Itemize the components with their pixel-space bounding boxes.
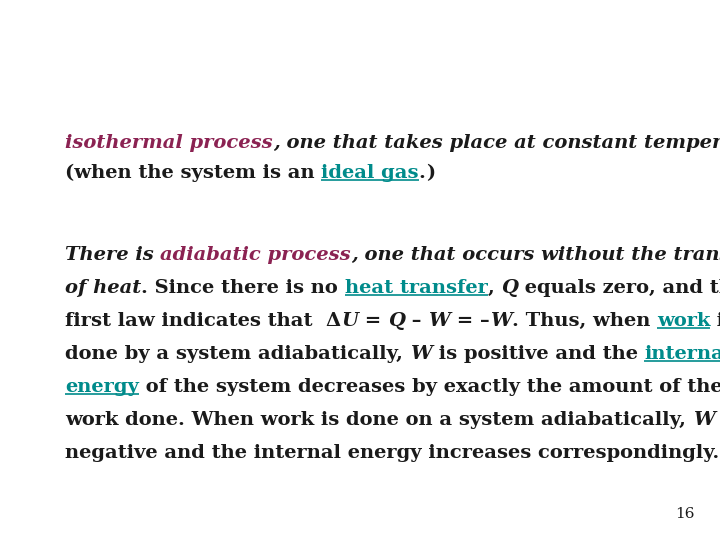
Text: work: work [657,312,710,330]
Text: internal: internal [644,345,720,363]
Text: W: W [410,345,431,363]
Text: , one that occurs without the transfer: , one that occurs without the transfer [351,246,720,264]
Text: W: W [490,312,512,330]
Text: first law indicates that  Δ: first law indicates that Δ [65,312,341,330]
Text: (when the system is an: (when the system is an [65,164,321,182]
Text: =: = [358,312,388,330]
Text: = –: = – [450,312,490,330]
Text: isothermal process: isothermal process [65,134,273,152]
Text: work done. When work is done on a system adiabatically,: work done. When work is done on a system… [65,411,693,429]
Text: , one that takes place at constant temperature.: , one that takes place at constant tempe… [273,134,720,152]
Text: ): ) [426,164,435,182]
Text: is: is [710,312,720,330]
Text: ideal gas: ideal gas [321,164,419,182]
Text: . Since there is no: . Since there is no [141,279,345,297]
Text: 16: 16 [675,507,695,521]
Text: ,: , [487,279,501,297]
Text: is: is [714,411,720,429]
Text: W: W [428,312,450,330]
Text: –: – [405,312,428,330]
Text: W: W [693,411,714,429]
Text: U: U [341,312,358,330]
Text: of the system decreases by exactly the amount of the: of the system decreases by exactly the a… [139,378,720,396]
Text: .: . [419,164,426,182]
Text: is positive and the: is positive and the [431,345,644,363]
Text: negative and the internal energy increases correspondingly.: negative and the internal energy increas… [65,444,719,462]
Text: of heat: of heat [65,279,141,297]
Text: equals zero, and the: equals zero, and the [518,279,720,297]
Text: Q: Q [501,279,518,297]
Text: Q: Q [388,312,405,330]
Text: done by a system adiabatically,: done by a system adiabatically, [65,345,410,363]
Text: There is: There is [65,246,161,264]
Text: adiabatic process: adiabatic process [161,246,351,264]
Text: heat transfer: heat transfer [345,279,487,297]
Text: . Thus, when: . Thus, when [512,312,657,330]
Text: energy: energy [65,378,139,396]
